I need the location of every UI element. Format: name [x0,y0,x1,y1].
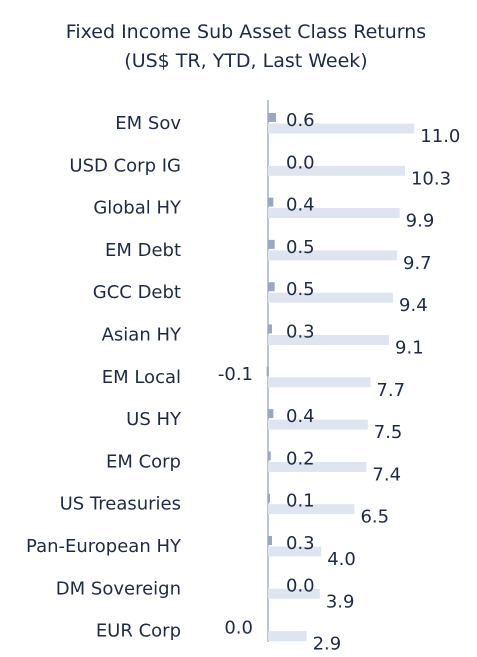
ytd-bar [268,165,405,176]
last-week-bar [268,282,275,292]
category-label: Asian HY [102,325,182,346]
last-week-bar [266,366,269,376]
last-week-bar [268,493,270,503]
category-label: EUR Corp [96,621,181,642]
ytd-value-label: 10.3 [411,168,451,189]
ytd-bar [268,504,355,515]
category-label: EM Debt [105,240,181,261]
last-week-value-label: 0.0 [224,618,253,639]
category-label: Global HY [93,198,182,219]
ytd-value-label: 11.0 [420,126,460,147]
ytd-value-label: 7.4 [372,464,401,485]
last-week-bar [268,324,272,334]
ytd-bar [268,292,394,303]
last-week-bar [268,451,271,461]
ytd-bar [268,631,307,642]
last-week-bar [268,409,274,419]
last-week-bar [268,113,276,122]
chart-rows: EM Sov 11.0 0.6 USD Corp IG 10.3 0.0 Global HY… [26,110,460,655]
ytd-value-label: 6.5 [360,507,389,528]
ytd-bar [268,335,390,345]
ytd-value-label: 2.9 [313,634,342,655]
last-week-value-label: 0.5 [286,237,315,258]
last-week-value-label: 0.3 [286,322,315,343]
ytd-value-label: 3.9 [326,591,355,612]
chart-title-line-2: (US$ TR, YTD, Last Week) [124,50,367,72]
last-week-bar [268,197,274,207]
ytd-value-label: 7.7 [376,380,405,401]
category-label: EM Local [102,367,181,388]
category-label: USD Corp IG [69,155,181,176]
last-week-value-label: 0.5 [286,279,315,300]
category-label: EM Corp [106,451,181,472]
last-week-value-label: 0.0 [286,575,315,596]
ytd-value-label: 7.5 [374,422,403,443]
category-label: US Treasuries [60,494,181,515]
ytd-value-label: 9.9 [406,211,435,232]
ytd-value-label: 9.1 [395,338,424,359]
last-week-bar [268,536,272,545]
last-week-value-label: 0.4 [286,195,315,216]
ytd-bar [268,588,320,599]
ytd-bar [268,123,415,134]
category-label: DM Sovereign [56,578,181,599]
category-label: US HY [126,409,182,430]
category-label: EM Sov [115,113,181,134]
last-week-bar [268,239,275,249]
last-week-value-label: 0.3 [286,533,315,554]
ytd-bar [268,419,368,430]
category-label: GCC Debt [93,282,181,303]
last-week-value-label: 0.4 [286,406,315,427]
last-week-value-label: 0.0 [286,152,315,173]
ytd-value-label: 4.0 [327,549,356,570]
ytd-bar [268,546,322,557]
ytd-bar [268,377,371,388]
ytd-value-label: 9.4 [399,295,428,316]
category-label: Pan-European HY [26,536,182,557]
last-week-value-label: 0.6 [286,110,315,131]
chart-title-line-1: Fixed Income Sub Asset Class Returns [66,21,426,43]
ytd-bar [268,461,367,472]
last-week-value-label: 0.1 [286,491,315,512]
ytd-bar [268,208,400,219]
ytd-value-label: 9.7 [403,253,432,274]
last-week-value-label: 0.2 [286,448,315,469]
ytd-bar [268,250,398,261]
last-week-value-label: -0.1 [218,364,253,385]
